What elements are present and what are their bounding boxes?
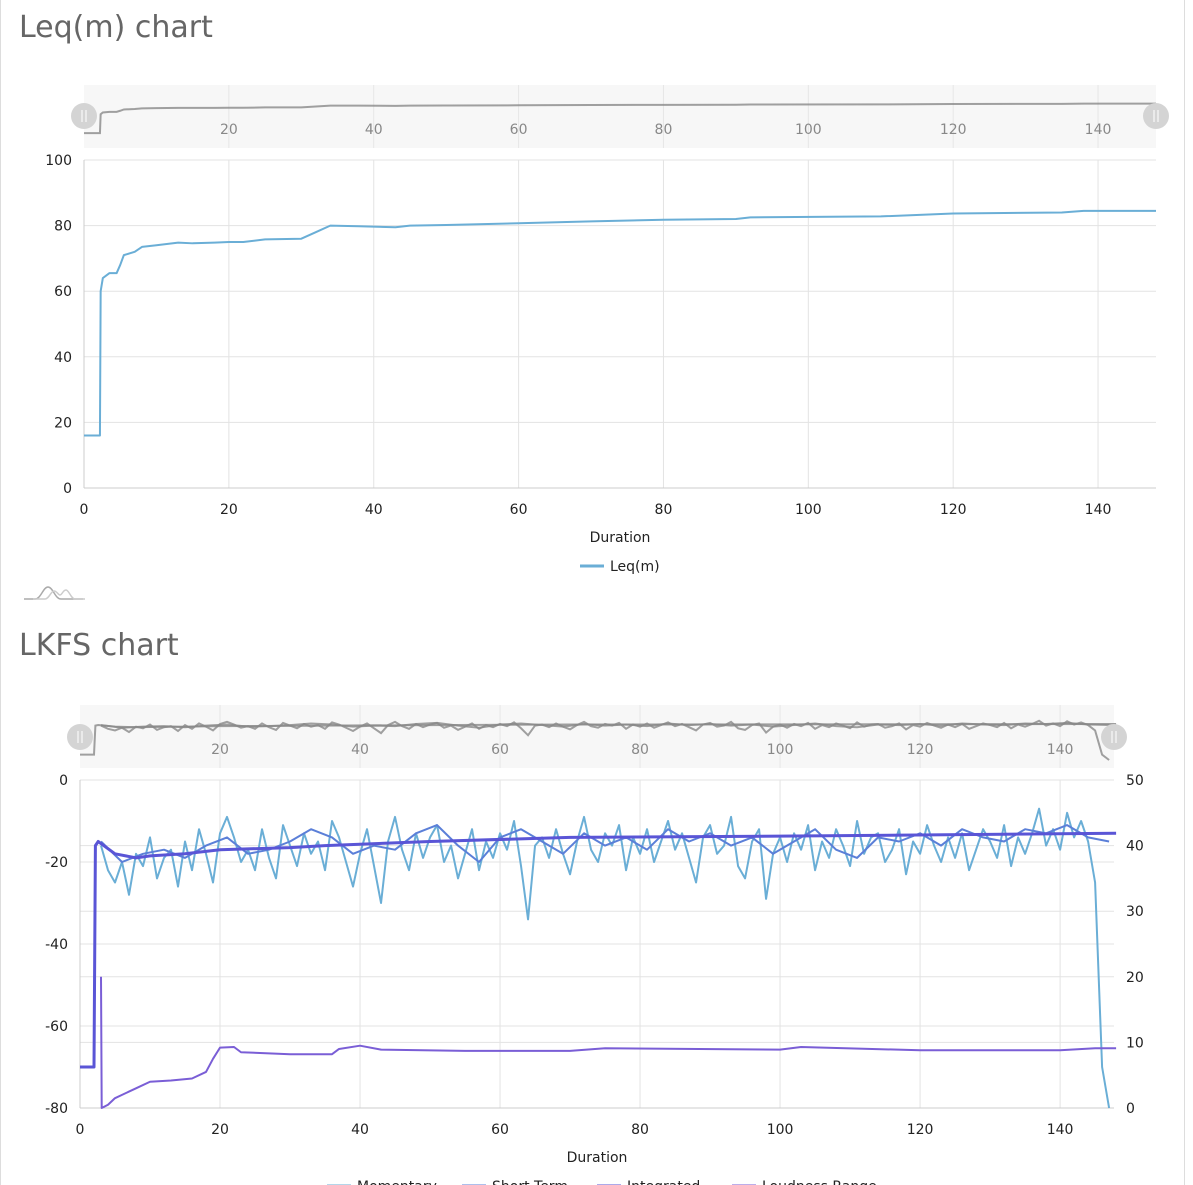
navigator-tick-label: 80 (655, 122, 673, 138)
navigator-right-handle[interactable] (1143, 103, 1169, 129)
navigator-tick-label: 100 (795, 122, 822, 138)
navigator-tick-label: 120 (940, 122, 967, 138)
x-tick-label: 40 (365, 502, 383, 518)
lkfs-chart-title: LKFS chart (19, 628, 179, 663)
legend-item[interactable]: Momentary (357, 1179, 437, 1185)
y-tick-label: 0 (59, 773, 68, 789)
chart-type-icon (24, 586, 85, 600)
navigator-tick-label: 100 (767, 742, 794, 758)
x-tick-label: 0 (80, 502, 89, 518)
leq-chart: 20 40 60 80 100 120 140 0 20 40 60 80 100 120 140 0 20 40… (45, 85, 1169, 575)
y2-tick-label: 10 (1126, 1035, 1144, 1051)
x-tick-label: 140 (1047, 1122, 1074, 1138)
x-tick-label: 80 (655, 502, 673, 518)
navigator-tick-label: 40 (365, 122, 383, 138)
x-tick-label: 60 (491, 1122, 509, 1138)
x-axis-label: Duration (590, 530, 651, 546)
x-tick-label: 120 (907, 1122, 934, 1138)
y-tick-label: -80 (45, 1101, 68, 1117)
navigator-tick-label: 60 (491, 742, 509, 758)
y-tick-label: 40 (54, 350, 72, 366)
series-line-leq-m- (84, 209, 1156, 437)
handle-grip-icon (1153, 110, 1159, 122)
x-tick-label: 120 (940, 502, 967, 518)
y2-tick-label: 40 (1126, 839, 1144, 855)
y-tick-label: -60 (45, 1019, 68, 1035)
x-tick-label: 140 (1085, 502, 1112, 518)
handle-grip-icon (77, 731, 83, 743)
navigator-left-handle[interactable] (71, 103, 97, 129)
navigator-tick-label: 40 (351, 742, 369, 758)
y2-tick-label: 50 (1126, 773, 1144, 789)
navigator-tick-label: 60 (510, 122, 528, 138)
x-tick-label: 0 (76, 1122, 85, 1138)
navigator-background[interactable] (80, 705, 1114, 768)
series-line-momentary (100, 807, 1111, 1109)
y-tick-label: -20 (45, 855, 68, 871)
series-line-short-term (100, 824, 1110, 863)
x-tick-label: 40 (351, 1122, 369, 1138)
x-tick-label: 100 (795, 502, 822, 518)
navigator-tick-label: 140 (1047, 742, 1074, 758)
navigator-background[interactable] (84, 85, 1156, 148)
y-tick-label: 0 (63, 481, 72, 497)
y2-tick-label: 0 (1126, 1101, 1135, 1117)
navigator-left-handle[interactable] (67, 724, 93, 750)
x-tick-label: 100 (767, 1122, 794, 1138)
leq-chart-title: Leq(m) chart (19, 10, 213, 45)
y-tick-label: 80 (54, 219, 72, 235)
navigator-right-handle[interactable] (1101, 724, 1127, 750)
x-tick-label: 60 (510, 502, 528, 518)
navigator-tick-label: 20 (211, 742, 229, 758)
navigator-series-line (84, 102, 1156, 135)
x-tick-label: 80 (631, 1122, 649, 1138)
legend-item[interactable]: Leq(m) (610, 559, 660, 575)
x-axis-label: Duration (567, 1150, 628, 1166)
series-line-loudness-range (100, 976, 1117, 1109)
navigator-tick-label: 140 (1085, 122, 1112, 138)
navigator-tick-label: 120 (907, 742, 934, 758)
y-tick-label: 20 (54, 415, 72, 431)
handle-grip-icon (81, 110, 87, 122)
navigator-tick-label: 80 (631, 742, 649, 758)
navigator-series-line (80, 722, 1117, 756)
y-tick-label: 60 (54, 284, 72, 300)
y2-tick-label: 30 (1126, 904, 1144, 920)
navigator-tick-label: 20 (220, 122, 238, 138)
legend-item[interactable]: Short Term (492, 1179, 568, 1185)
x-tick-label: 20 (220, 502, 238, 518)
scrollbar[interactable] (1184, 0, 1193, 1185)
y2-tick-label: 20 (1126, 970, 1144, 986)
series-line-integrated (80, 831, 1117, 1069)
y-tick-label: 100 (45, 153, 72, 169)
y-tick-label: -40 (45, 937, 68, 953)
x-tick-label: 20 (211, 1122, 229, 1138)
legend-item[interactable]: Integrated (627, 1179, 700, 1185)
legend-item[interactable]: Loudness Range (762, 1179, 877, 1185)
handle-grip-icon (1111, 731, 1117, 743)
